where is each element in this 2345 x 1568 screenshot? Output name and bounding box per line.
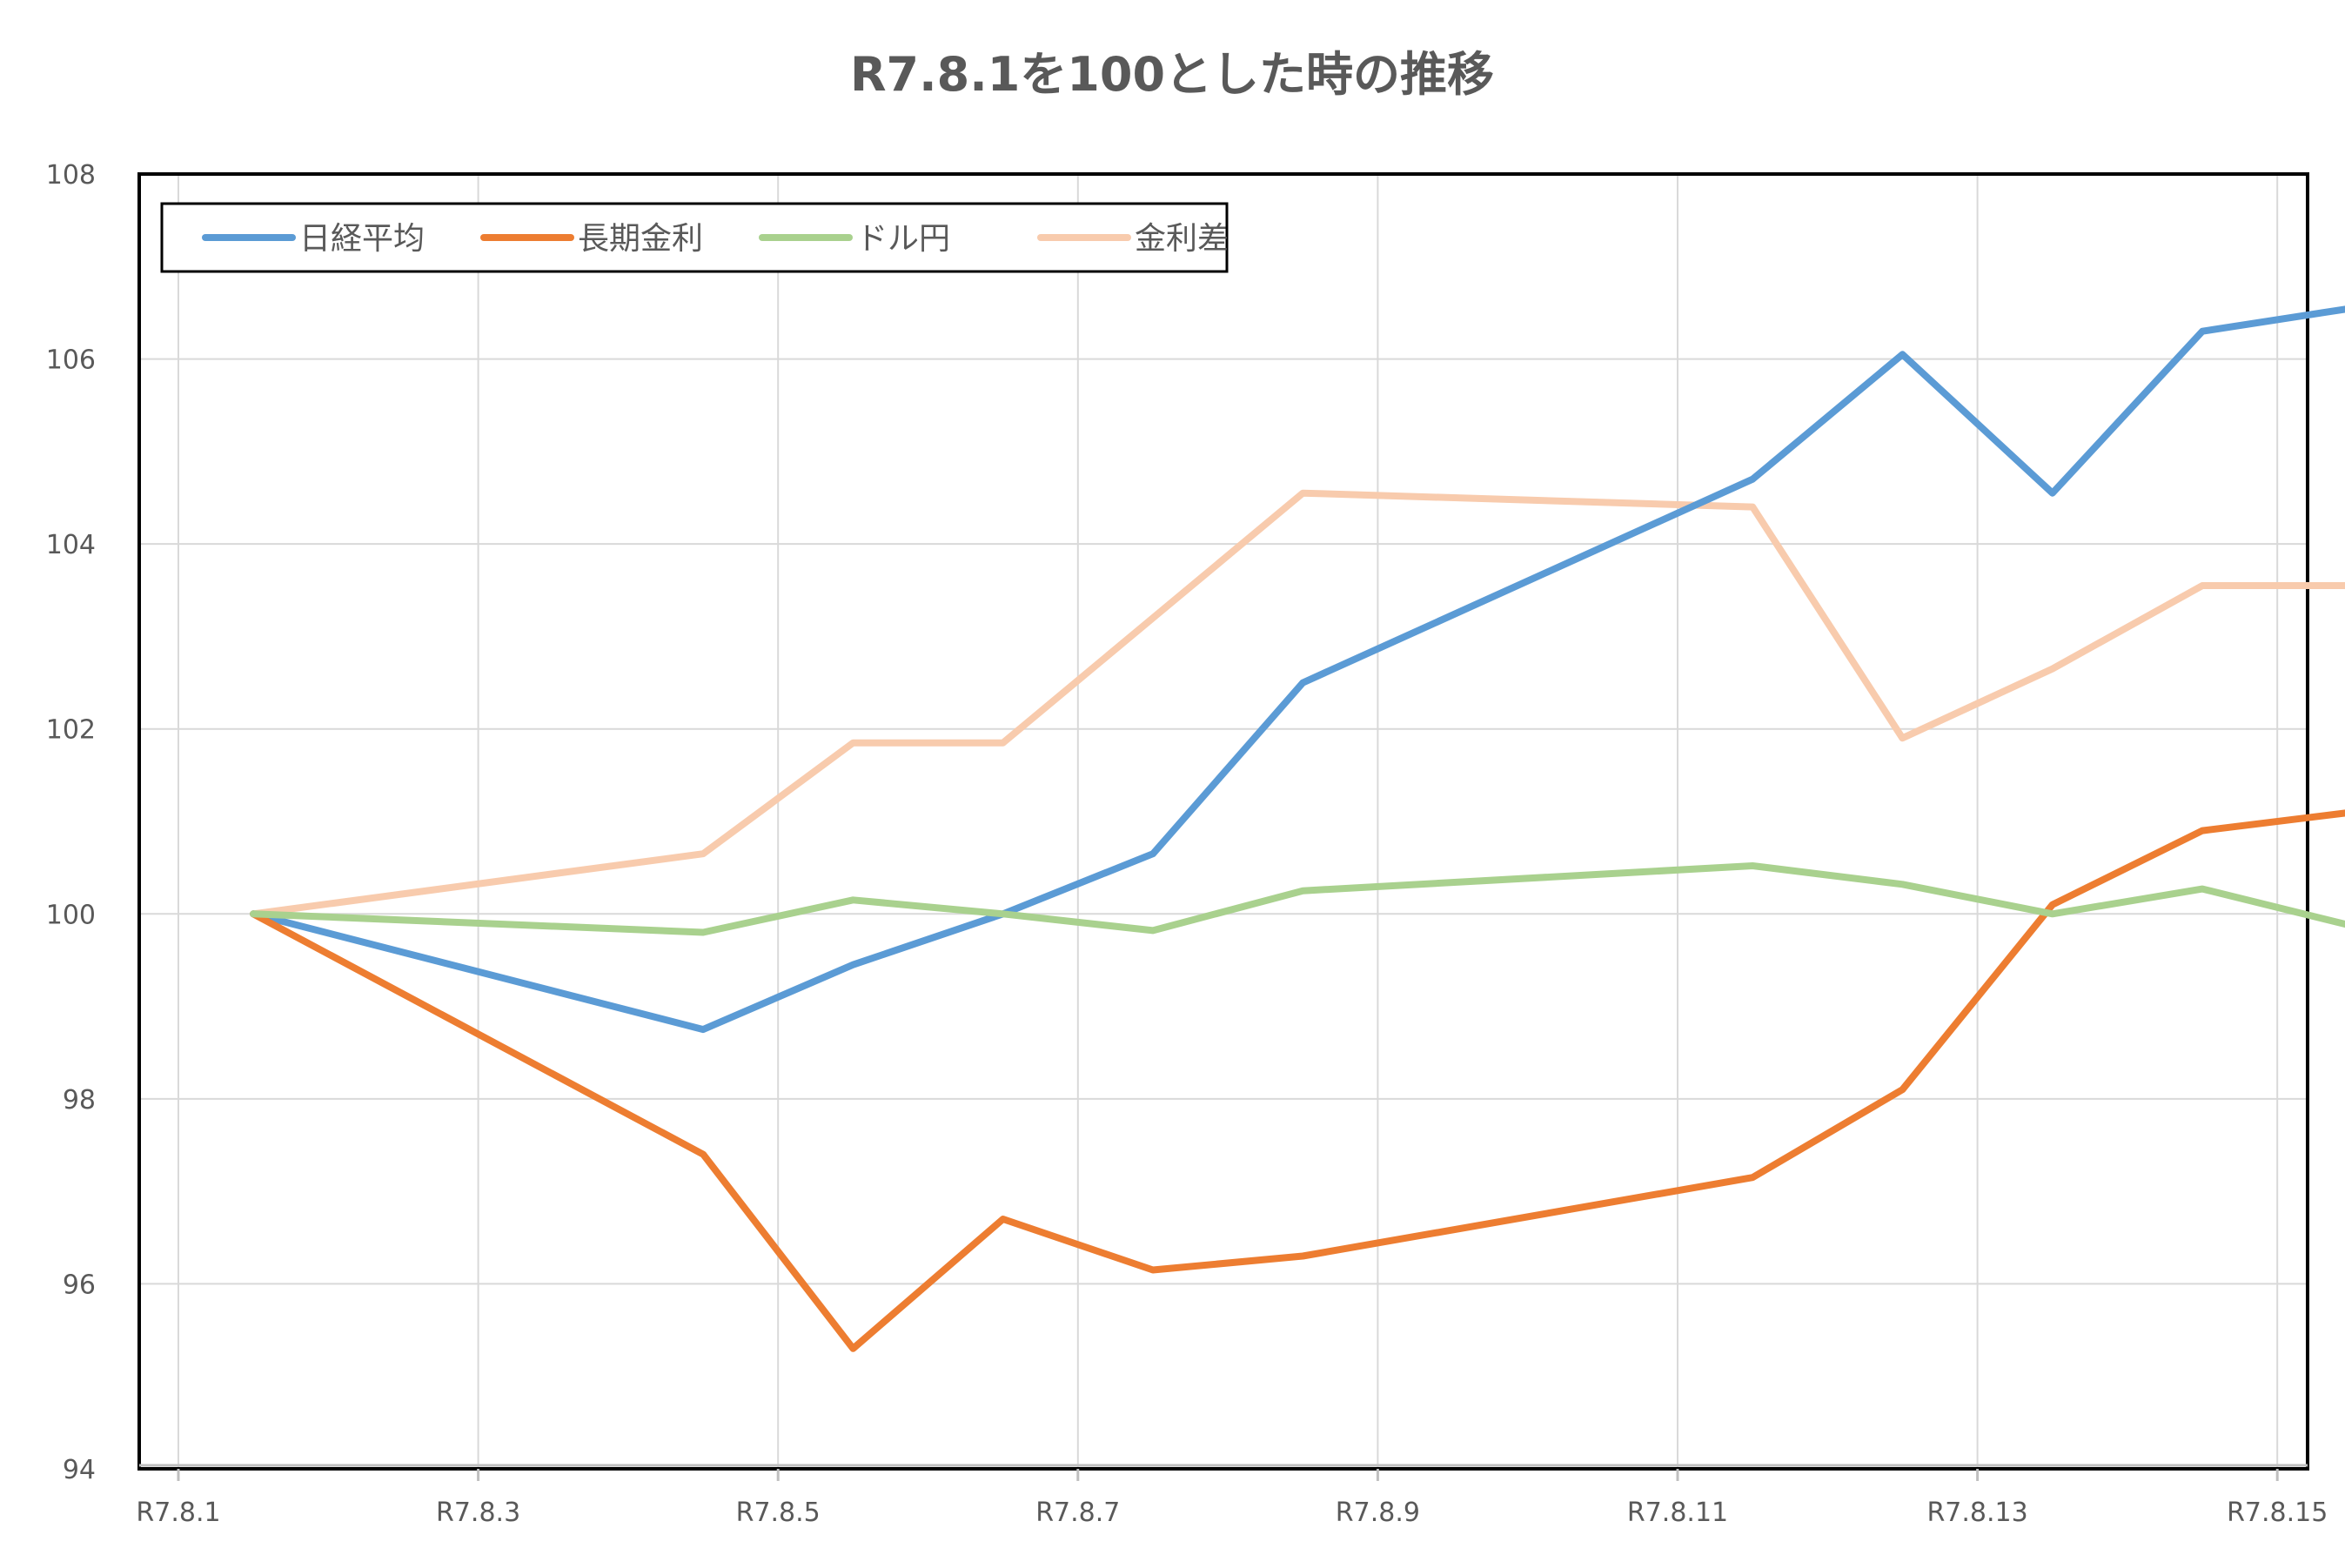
legend-label: 日経平均 <box>299 221 425 257</box>
x-axis-ticks: R7.8.1 R7.8.3 R7.8.5 R7.8.7 R7.8.9 R7.8.11 R7.… <box>136 1469 2328 1528</box>
x-tick-label: R7.8.11 <box>1627 1498 1728 1528</box>
y-axis-ticks: 94 96 98 100 102 104 106 108 <box>46 160 96 1485</box>
x-tick-label: R7.8.9 <box>1336 1498 1420 1528</box>
series-line-1 <box>250 305 2345 1034</box>
grid <box>139 174 2308 1469</box>
series-line-4 <box>250 489 2345 918</box>
x-tick-label: R7.8.5 <box>736 1498 821 1528</box>
y-tick-label: 96 <box>63 1270 96 1300</box>
x-tick-label: R7.8.3 <box>436 1498 520 1528</box>
x-tick-label: R7.8.15 <box>2227 1498 2328 1528</box>
legend: 日経平均 長期金利 ドル円 金利差 <box>160 202 1229 273</box>
y-tick-label: 108 <box>46 160 96 191</box>
y-tick-label: 106 <box>46 345 96 376</box>
chart-title: R7.8.1を100とした時の推移 <box>850 47 1494 102</box>
series-line-2 <box>250 809 2345 1352</box>
y-tick-label: 102 <box>46 715 96 746</box>
y-tick-label: 94 <box>63 1455 96 1485</box>
x-tick-label: R7.8.1 <box>136 1498 220 1528</box>
x-tick-label: R7.8.13 <box>1926 1498 2027 1528</box>
x-tick-label: R7.8.7 <box>1035 1498 1120 1528</box>
y-tick-label: 100 <box>46 900 96 930</box>
y-tick-label: 104 <box>46 530 96 560</box>
series-line-3 <box>250 862 2345 936</box>
plot-area <box>137 172 2309 1471</box>
y-tick-label: 98 <box>63 1085 96 1116</box>
legend-label: ドル円 <box>856 221 950 257</box>
legend-label: 長期金利 <box>578 221 703 257</box>
series-lines <box>250 305 2345 1352</box>
legend-label: 金利差 <box>1135 221 1229 257</box>
